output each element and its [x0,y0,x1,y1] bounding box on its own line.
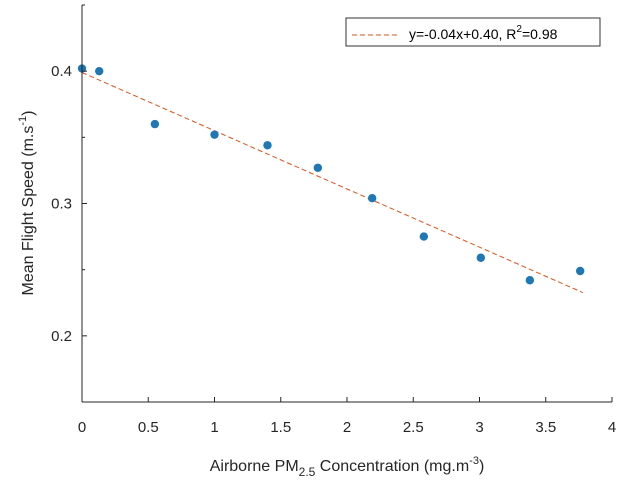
x-axis-title-suffix: Concentration (mg.m [315,458,469,475]
y-tick-label: 0.2 [51,328,72,345]
legend-entry-superscript: 2 [516,24,522,35]
x-tick-label: 0.5 [138,419,159,436]
plot-area [77,64,585,294]
x-axis: 0 0.5 1 1.5 2 2.5 3 3.5 4 [78,397,616,436]
data-point [576,266,585,276]
x-tick-label: 2 [343,419,351,436]
x-tick-label: 0 [78,419,86,436]
data-point [150,119,160,129]
x-tick-label: 3.5 [535,419,556,436]
y-tick-label: 0.4 [51,63,72,80]
y-tick-label: 0.3 [51,196,72,213]
data-point [95,66,104,76]
fit-line [81,72,584,294]
x-axis-title-superscript: -3 [469,455,479,467]
y-axis-title-end: ) [20,111,37,116]
x-axis-title: Airborne PM2.5 Concentration (mg.m-3) [210,455,485,479]
x-tick-label: 2.5 [403,419,424,436]
legend-box [345,17,601,47]
y-axis-title-superscript: -1 [17,116,29,126]
x-tick-label: 4 [608,419,616,436]
y-axis-title-prefix: Mean Flight Speed (m.s [20,126,37,296]
legend-entry-prefix: y=-0.04x+0.40, R [409,26,516,42]
x-axis-title-prefix: Airborne PM [210,458,299,475]
x-axis-title-subscript: 2.5 [299,465,316,479]
legend: y=-0.04x+0.40, R2=0.98 [345,17,601,47]
data-point [367,194,377,203]
data-point [263,141,272,150]
x-axis-title-end: ) [479,458,484,475]
data-point [419,232,429,241]
x-tick-label: 3 [475,419,483,436]
y-axis: 0.2 0.3 0.4 [51,4,87,403]
x-tick-label: 1.5 [270,419,291,436]
legend-entry-suffix: =0.98 [522,26,558,42]
x-tick-label: 1 [210,419,218,436]
data-point [313,163,323,172]
y-axis-title: Mean Flight Speed (m.s-1) [17,111,37,296]
data-point [210,130,219,139]
legend-entry: y=-0.04x+0.40, R2=0.98 [409,24,558,42]
data-point [476,253,486,262]
data-point [525,276,535,285]
